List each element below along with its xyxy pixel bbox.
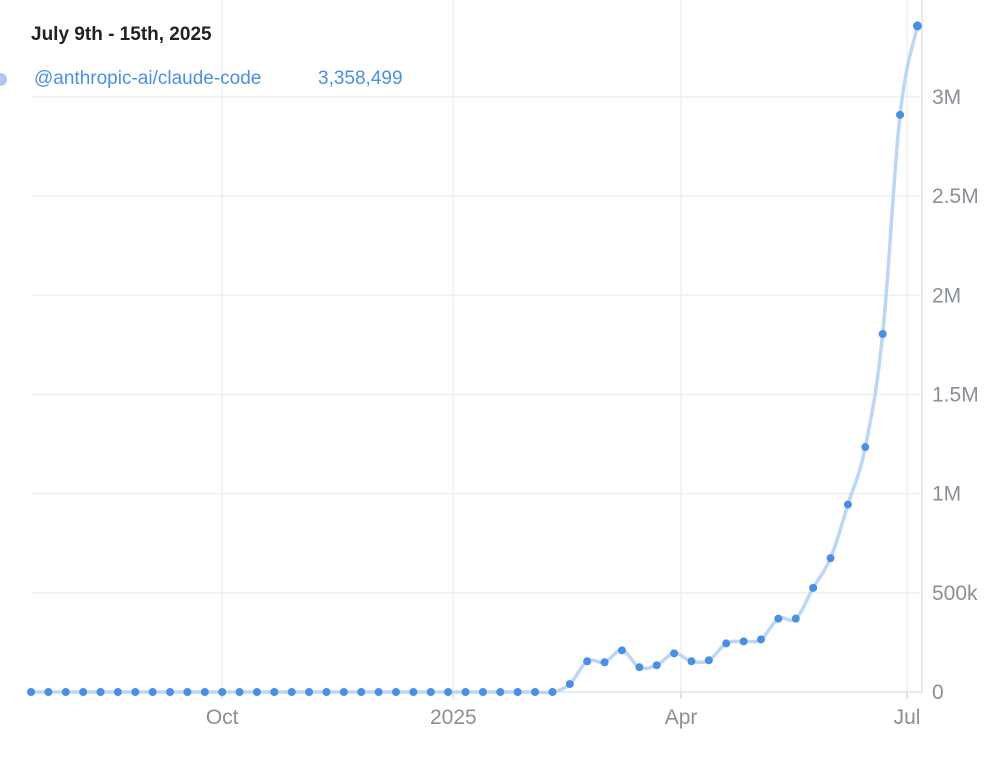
data-point[interactable]	[565, 680, 574, 689]
data-point[interactable]	[809, 583, 818, 592]
data-point[interactable]	[670, 649, 679, 658]
data-point[interactable]	[322, 688, 331, 696]
x-tick-label: Jul	[894, 706, 921, 729]
data-point[interactable]	[722, 639, 731, 648]
x-tick-label: Apr	[665, 706, 698, 729]
data-point[interactable]	[113, 688, 122, 696]
data-point[interactable]	[635, 663, 644, 672]
data-point[interactable]	[44, 688, 53, 696]
data-point[interactable]	[478, 688, 487, 696]
series-claude-code	[27, 21, 922, 696]
data-point[interactable]	[339, 688, 348, 696]
x-tick-label: 2025	[430, 706, 477, 729]
data-point[interactable]	[496, 688, 505, 696]
series-color-dot-icon	[0, 73, 7, 86]
axes	[31, 0, 923, 699]
y-tick-label: 1.5M	[932, 384, 979, 407]
tick-labels: 0 500k 1M 1.5M 2M 2.5M 3M Oct 2025 Apr Jul	[206, 86, 979, 729]
y-tick-label: 500k	[932, 582, 978, 605]
tooltip-series-value: 3,358,499	[318, 68, 403, 89]
data-point[interactable]	[270, 688, 279, 696]
data-point[interactable]	[687, 657, 696, 666]
data-point[interactable]	[583, 657, 592, 666]
data-point[interactable]	[96, 688, 105, 696]
data-point[interactable]	[843, 500, 852, 509]
tooltip-date-range: July 9th - 15th, 2025	[31, 24, 212, 45]
y-tick-label: 1M	[932, 483, 961, 506]
data-point[interactable]	[861, 443, 870, 452]
data-point-hovered[interactable]	[912, 21, 922, 31]
data-point[interactable]	[617, 646, 626, 655]
data-point[interactable]	[774, 614, 783, 623]
y-tick-label: 2.5M	[932, 185, 979, 208]
y-tick-label: 3M	[932, 86, 961, 109]
data-point[interactable]	[704, 656, 713, 665]
data-point[interactable]	[305, 688, 314, 696]
data-point[interactable]	[600, 658, 609, 667]
data-point[interactable]	[826, 554, 835, 563]
data-point[interactable]	[757, 635, 765, 644]
data-point[interactable]	[409, 688, 418, 696]
data-point[interactable]	[426, 688, 435, 696]
data-point[interactable]	[531, 688, 540, 696]
data-point[interactable]	[200, 688, 209, 696]
data-point[interactable]	[374, 688, 383, 696]
y-tick-label: 0	[932, 681, 944, 704]
data-point[interactable]	[461, 688, 470, 696]
data-point[interactable]	[148, 688, 157, 696]
data-point[interactable]	[739, 637, 748, 646]
data-point[interactable]	[791, 614, 800, 623]
data-point[interactable]	[252, 688, 261, 696]
data-point[interactable]	[235, 688, 244, 696]
data-point[interactable]	[652, 661, 661, 670]
data-point[interactable]	[218, 688, 227, 696]
data-point[interactable]	[131, 688, 140, 696]
data-point[interactable]	[27, 688, 35, 696]
y-tick-label: 2M	[932, 284, 961, 307]
data-point[interactable]	[513, 688, 522, 696]
data-point[interactable]	[183, 688, 192, 696]
data-point[interactable]	[444, 688, 453, 696]
x-tick-label: Oct	[206, 706, 239, 729]
data-point[interactable]	[878, 330, 887, 339]
data-point[interactable]	[166, 688, 175, 696]
data-point[interactable]	[896, 110, 905, 119]
data-point[interactable]	[548, 688, 557, 696]
data-point[interactable]	[79, 688, 88, 696]
data-point[interactable]	[357, 688, 366, 696]
tooltip-series-name: @anthropic-ai/claude-code	[34, 68, 262, 89]
data-point[interactable]	[287, 688, 296, 696]
data-point[interactable]	[61, 688, 70, 696]
grid-lines	[31, 0, 922, 692]
data-point[interactable]	[392, 688, 400, 696]
